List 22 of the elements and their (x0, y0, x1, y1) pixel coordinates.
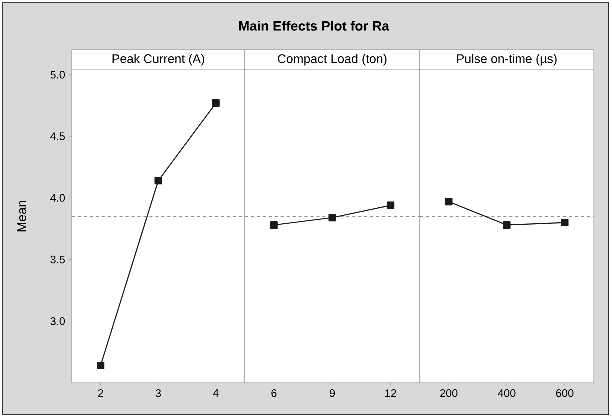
x-tick-label: 12 (386, 390, 396, 398)
point (154, 177, 162, 185)
chart-subtitle: Compact Load (ton) (278, 54, 387, 66)
y-tick-label: 4.0 (50, 194, 66, 202)
chart-subtitle: Pulse on-time (µs) (457, 54, 557, 66)
x-tick-label: 6 (272, 390, 277, 398)
x-tick-label: 3 (156, 390, 162, 398)
x-tick-label: 200 (440, 390, 458, 398)
x-tick-label: 2 (98, 390, 104, 398)
chart-subtitle: Peak Current (A) (112, 54, 204, 66)
x-tick-label: 9 (330, 390, 336, 398)
y-tick-label: 3.5 (50, 256, 66, 264)
y-axis-title: Mean (17, 201, 27, 232)
point (212, 100, 220, 108)
y-tick-label: 3.0 (50, 318, 66, 326)
x-tick-label: 600 (556, 390, 574, 398)
y-tick-label: 4.5 (50, 132, 66, 140)
text: Main Effects Plot for Ra (239, 21, 390, 31)
x-tick-label: 400 (498, 390, 516, 398)
y-tick-label: 5.0 (50, 71, 66, 79)
point (97, 362, 105, 370)
x-tick-label: 4 (213, 390, 219, 398)
